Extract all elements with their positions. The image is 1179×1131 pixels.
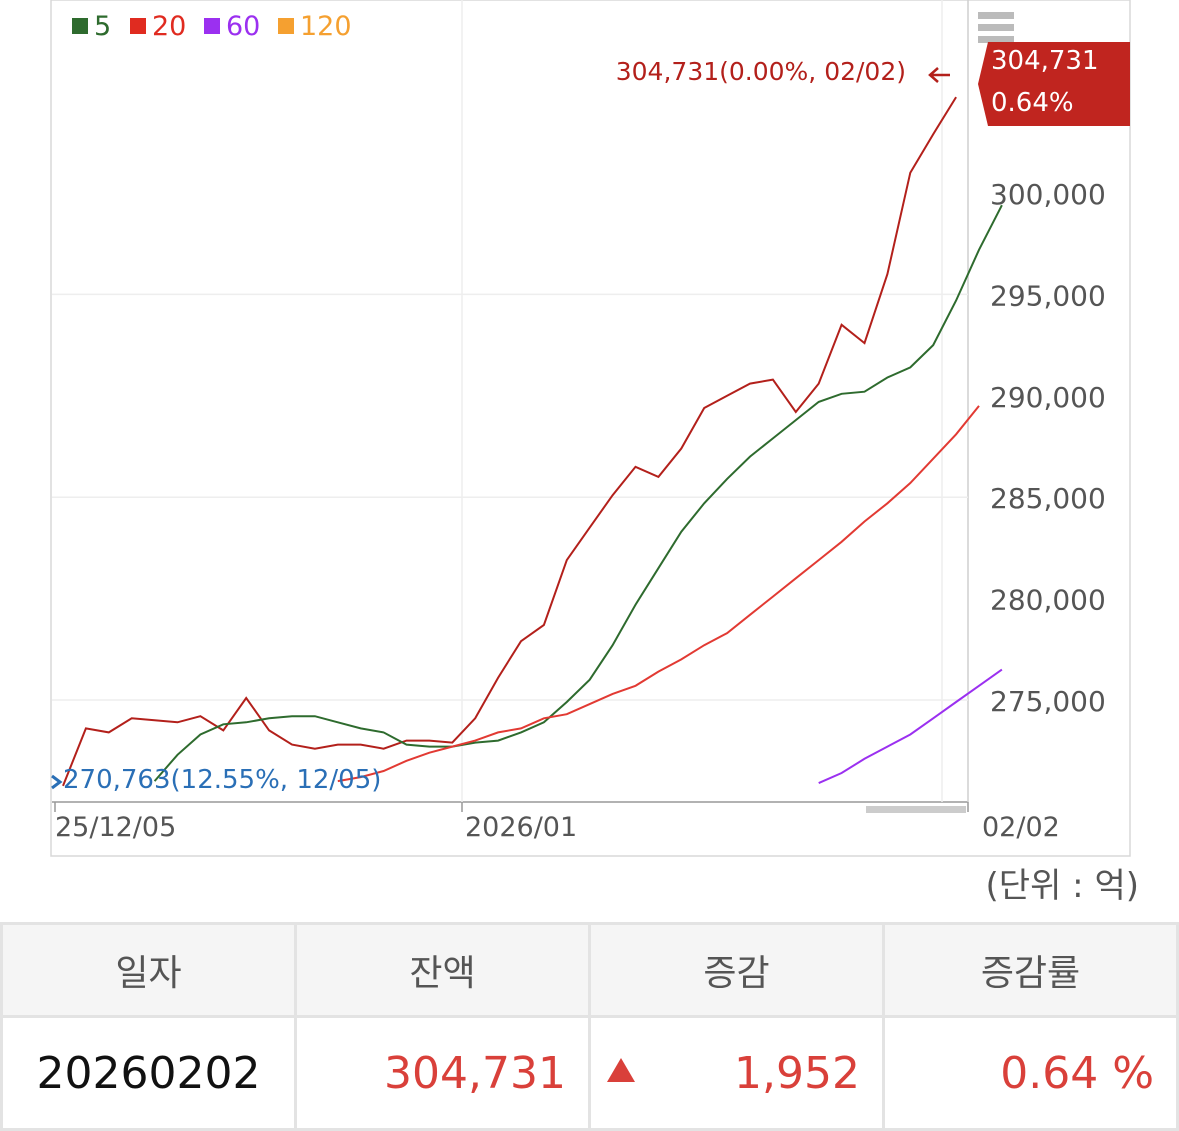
scroll-indicator <box>866 806 966 813</box>
table-header-row: 일자 잔액 증감 증감률 <box>0 922 1179 1018</box>
menu-icon-bar <box>978 36 1014 43</box>
cell-balance: 304,731 <box>294 1015 591 1131</box>
change-value: 1,952 <box>734 1047 860 1099</box>
menu-icon-bar <box>978 12 1014 19</box>
cell-change: 1,952 <box>588 1015 885 1131</box>
series-line-ma20 <box>337 405 980 783</box>
menu-icon-bar <box>978 24 1014 31</box>
series-line-ma60 <box>818 668 1003 785</box>
legend-label: 60 <box>226 11 260 42</box>
first-value-annotation: 270,763(12.55%, 12/05) <box>63 765 381 795</box>
y-tick-label: 300,000 <box>990 178 1106 211</box>
data-table: 일자 잔액 증감 증감률 20260202 304,731 1,952 0.64… <box>0 922 1179 1131</box>
legend-swatch <box>278 18 294 34</box>
legend-swatch <box>72 18 88 34</box>
header-change: 증감 <box>588 922 885 1018</box>
current-value-label: 304,731 <box>991 46 1099 76</box>
x-tick-label: 2026/01 <box>465 812 577 843</box>
legend-label: 20 <box>152 11 186 42</box>
legend-label: 5 <box>94 11 111 42</box>
cell-date: 20260202 <box>0 1015 297 1131</box>
cell-change-rate: 0.64 % <box>882 1015 1179 1131</box>
x-tick-label: 25/12/05 <box>55 812 176 843</box>
y-tick-label: 275,000 <box>990 685 1106 718</box>
legend-swatch <box>204 18 220 34</box>
current-value-badge <box>978 42 1130 126</box>
chart-container: 275,000 280,000 285,000 290,000 295,000 300,0… <box>50 0 1131 857</box>
left-arrow-icon <box>928 67 950 83</box>
x-tick-label: 02/02 <box>982 812 1060 843</box>
series-line-price <box>62 96 957 787</box>
legend-swatch <box>130 18 146 34</box>
y-tick-label: 280,000 <box>990 584 1106 617</box>
last-value-annotation: 304,731(0.00%, 02/02) <box>616 57 906 86</box>
table-row: 20260202 304,731 1,952 0.64 % <box>0 1015 1179 1131</box>
unit-label: (단위 : 억) <box>985 866 1139 906</box>
header-change-rate: 증감률 <box>882 922 1179 1018</box>
header-balance: 잔액 <box>294 922 591 1018</box>
header-date: 일자 <box>0 922 297 1018</box>
y-tick-label: 285,000 <box>990 482 1106 515</box>
right-arrow-icon <box>51 774 63 790</box>
series-line-ma5 <box>153 204 1003 782</box>
current-change-label: 0.64% <box>991 88 1074 118</box>
chart-frame <box>50 0 1131 857</box>
line-chart: 275,000 280,000 285,000 290,000 295,000 300,0… <box>50 0 1131 857</box>
legend-label: 120 <box>300 11 352 42</box>
menu-icon[interactable] <box>978 12 1014 43</box>
up-arrow-icon <box>607 1058 635 1082</box>
y-tick-label: 290,000 <box>990 381 1106 414</box>
y-tick-label: 295,000 <box>990 279 1106 312</box>
